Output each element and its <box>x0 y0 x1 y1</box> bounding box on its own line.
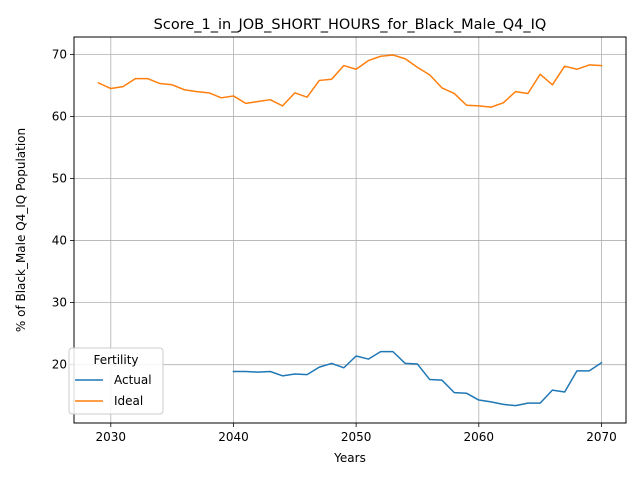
legend-label-ideal: Ideal <box>114 394 143 408</box>
legend-label-actual: Actual <box>114 373 152 387</box>
grid-lines <box>74 37 626 423</box>
x-axis-label: Years <box>333 451 366 465</box>
y-tick-label: 50 <box>52 171 67 185</box>
y-tick-label: 70 <box>52 47 67 61</box>
legend-title: Fertility <box>93 353 138 367</box>
x-tick-label: 2040 <box>218 430 249 444</box>
series-line-ideal <box>97 54 603 108</box>
x-tick-label: 2030 <box>96 430 127 444</box>
y-axis-label: % of Black_Male Q4_IQ Population <box>14 128 28 332</box>
y-tick-label: 30 <box>52 296 67 310</box>
x-tick-label: 2070 <box>586 430 617 444</box>
series-lines <box>97 54 603 407</box>
y-tick-label: 40 <box>52 234 67 248</box>
series-line-actual <box>232 350 603 407</box>
chart-title: Score_1_in_JOB_SHORT_HOURS_for_Black_Mal… <box>154 17 547 33</box>
legend-box <box>68 347 164 415</box>
x-tick-label: 2050 <box>341 430 372 444</box>
plot-area-frame <box>73 36 627 424</box>
y-tick-label: 20 <box>52 358 67 372</box>
y-tick-label: 60 <box>52 109 67 123</box>
x-tick-label: 2060 <box>464 430 495 444</box>
legend: Fertility Actual Ideal <box>68 347 164 415</box>
